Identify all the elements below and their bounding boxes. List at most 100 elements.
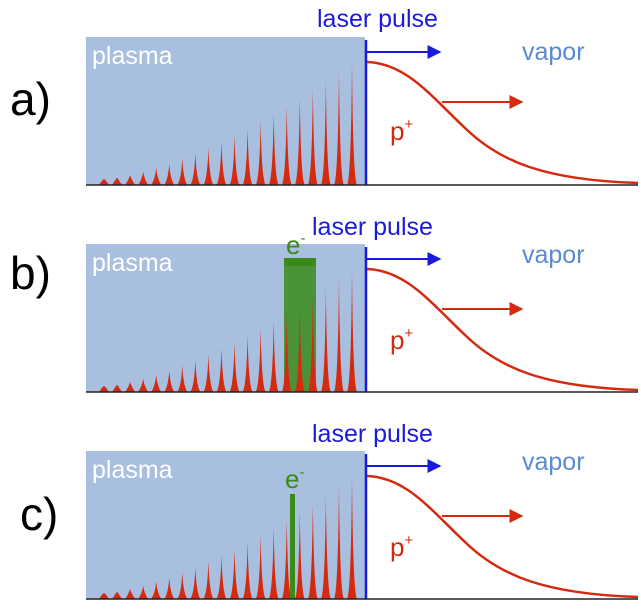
electron-symbol: e [286,230,300,260]
density-spike [229,548,240,599]
density-spike [164,163,175,185]
plasma-region [86,37,365,185]
proton-charge: + [404,325,413,342]
density-spike [203,354,214,392]
density-spike [125,589,136,599]
panel-b: b) plasma laser pulse vapor e- p+ [10,213,639,393]
density-spike [203,147,214,185]
density-spike [112,591,123,599]
density-spike [255,120,266,185]
proton-label: p+ [390,532,413,562]
density-spike [177,572,188,599]
density-spike [190,153,201,185]
density-spike [255,327,266,392]
proton-symbol: p [390,532,404,562]
proton-charge: + [404,116,413,133]
electron-charge: - [299,464,304,481]
density-spike [99,386,109,392]
density-spike [229,134,240,185]
density-spike [333,279,344,392]
density-spike [125,175,136,185]
electron-bunch [290,494,295,599]
density-spike [112,384,123,392]
density-spike [268,113,279,185]
density-spike [281,312,292,392]
density-spike [333,486,344,599]
ion-density-curve [364,474,639,599]
density-spike [281,105,292,185]
density-spike [112,177,123,185]
plasma-label: plasma [92,42,173,70]
density-spike [190,567,201,599]
panel-label: a) [10,73,51,125]
proton-charge: + [404,532,413,549]
electron-label: e- [285,464,304,494]
proton-symbol: p [390,325,404,355]
electron-marker [290,494,295,599]
density-spike [294,304,305,392]
density-spike [242,334,253,392]
laser-pulse-label: laser pulse [312,213,433,241]
ion-density-curve [364,60,639,185]
density-spike [151,581,162,599]
laser-pulse-label: laser pulse [312,420,433,448]
ion-density-curve [364,267,639,392]
electron-symbol: e [285,464,299,494]
vapor-label: vapor [522,448,585,476]
density-spike [216,348,227,392]
density-spike [242,127,253,185]
plasma-region [86,451,365,599]
laser-pulse-label: laser pulse [317,5,438,33]
density-spike [151,374,162,392]
electron-label: e- [286,230,305,260]
plasma-label: plasma [92,249,173,277]
density-spike [177,365,188,392]
density-spikes [99,270,357,392]
density-spike [99,593,109,599]
density-spike [255,534,266,599]
density-spike [138,585,149,599]
density-spike [216,141,227,185]
proton-symbol: p [390,116,404,146]
density-spike [164,370,175,392]
density-spike [307,503,318,599]
density-spike [216,555,227,599]
density-spike [138,378,149,392]
density-spike [294,511,305,599]
density-spike [320,494,331,599]
density-spikes [99,63,357,185]
panel-label: b) [10,247,51,299]
panel-label: c) [20,488,58,540]
density-spike [229,341,240,392]
density-spike [268,320,279,392]
density-spike [125,382,136,392]
density-spike [138,171,149,185]
vapor-label: vapor [522,38,585,66]
density-spike [151,167,162,185]
density-spike [242,541,253,599]
density-spike [177,158,188,185]
density-spikes [99,477,357,599]
density-spike [294,97,305,185]
electron-bunch-cap [284,258,316,266]
density-spike [268,527,279,599]
density-spike [347,63,357,185]
density-spike [333,72,344,185]
density-spike [307,89,318,185]
vapor-label: vapor [522,241,585,269]
panel-a: a) plasma laser pulse vapor p+ [10,5,639,186]
density-spike [281,519,292,599]
density-spike [203,561,214,599]
plasma-label: plasma [92,456,173,484]
electron-charge: - [300,230,305,247]
density-spike [190,360,201,392]
proton-label: p+ [390,116,413,146]
density-spike [347,270,357,392]
density-spike [307,296,318,392]
electron-marker [284,258,316,266]
density-spike [164,577,175,599]
plasma-region [86,244,365,392]
density-spike [347,477,357,599]
panel-c: c) plasma laser pulse vapor e- p+ [20,420,639,600]
